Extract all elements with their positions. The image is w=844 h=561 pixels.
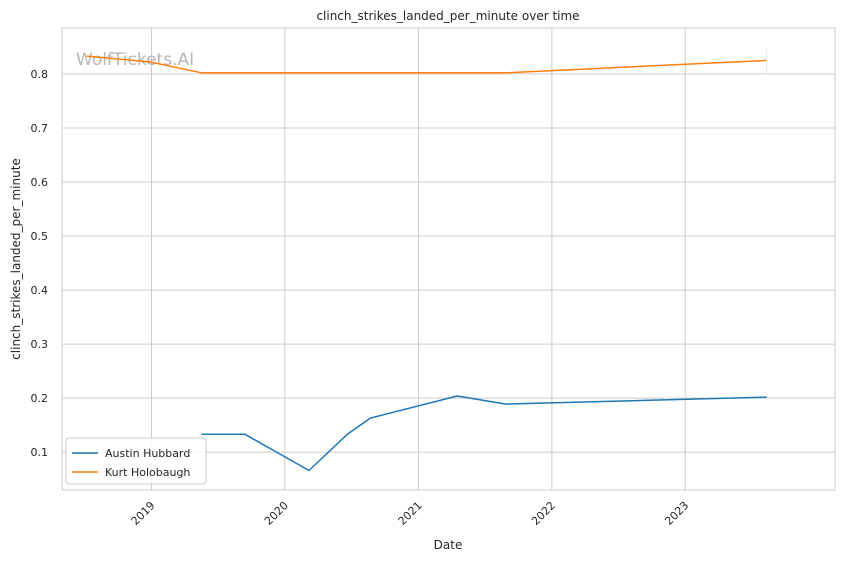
legend-box [65,437,207,485]
y-tick-label: 0.3 [31,338,49,351]
y-tick-label: 0.4 [31,284,49,297]
legend-label: Austin Hubbard [105,447,190,460]
y-axis-label: clinch_strikes_landed_per_minute [9,158,23,360]
chart-title: clinch_strikes_landed_per_minute over ti… [316,9,579,23]
legend: Austin Hubbard Kurt Holobaugh [65,437,207,485]
y-tick-labels: 0.1 0.2 0.3 0.4 0.5 0.6 0.7 0.8 [31,68,49,459]
y-tick-label: 0.2 [31,392,49,405]
legend-label: Kurt Holobaugh [105,466,190,479]
series-line-2 [86,55,767,74]
series-group [86,48,768,472]
plot-frame [61,27,836,491]
series-line-1 [201,395,767,472]
x-axis-label: Date [434,538,463,552]
y-tick-label: 0.6 [31,176,49,189]
y-tick-label: 0.1 [31,446,49,459]
y-tick-label: 0.8 [31,68,49,81]
y-tick-label: 0.5 [31,230,49,243]
y-tick-label: 0.7 [31,122,49,135]
